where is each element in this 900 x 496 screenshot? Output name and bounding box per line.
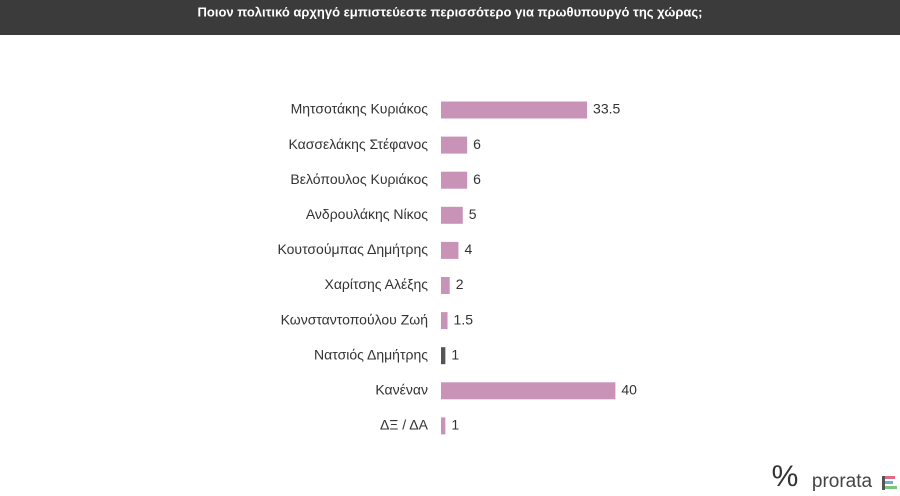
value-label: 1.5 xyxy=(454,311,474,327)
logo-symbol: % xyxy=(772,460,799,493)
bar xyxy=(441,347,446,365)
value-label: 40 xyxy=(621,382,637,398)
category-label: Κασσελάκης Στέφανος xyxy=(288,136,428,152)
category-label: Κανέναν xyxy=(375,382,428,398)
value-label: 5 xyxy=(469,206,477,222)
bar xyxy=(441,417,446,435)
bar xyxy=(441,277,450,294)
category-label: Νατσιός Δημήτρης xyxy=(314,346,428,362)
category-label: Βελόπουλος Κυριάκος xyxy=(290,171,428,187)
bar xyxy=(441,171,468,189)
value-label: 2 xyxy=(456,276,464,292)
logo-icon xyxy=(882,476,897,490)
category-label: Κουτσούμπας Δημήτρης xyxy=(277,241,428,257)
category-label: ΔΞ / ΔΑ xyxy=(380,417,429,433)
category-label: Κωνσταντοπούλου Ζωή xyxy=(281,311,428,327)
header-bar xyxy=(0,0,900,35)
bar xyxy=(441,312,448,330)
value-label: 33.5 xyxy=(593,101,620,117)
bar xyxy=(441,206,463,224)
value-label: 4 xyxy=(464,241,472,257)
bar xyxy=(441,382,616,400)
bar xyxy=(441,241,459,259)
bar xyxy=(441,136,468,154)
value-label: 1 xyxy=(451,417,459,433)
value-label: 6 xyxy=(473,171,481,187)
category-label: Χαρίτσης Αλέξης xyxy=(324,276,428,292)
value-label: 1 xyxy=(451,346,459,362)
category-label: Ανδρουλάκης Νίκος xyxy=(306,206,428,222)
bar xyxy=(441,101,588,119)
logo-text: prorata xyxy=(812,471,873,492)
category-label: Μητσοτάκης Κυριάκος xyxy=(291,101,429,117)
chart-title: Ποιον πολιτικό αρχηγό εμπιστεύεστε περισ… xyxy=(198,4,703,19)
value-label: 6 xyxy=(473,136,481,152)
